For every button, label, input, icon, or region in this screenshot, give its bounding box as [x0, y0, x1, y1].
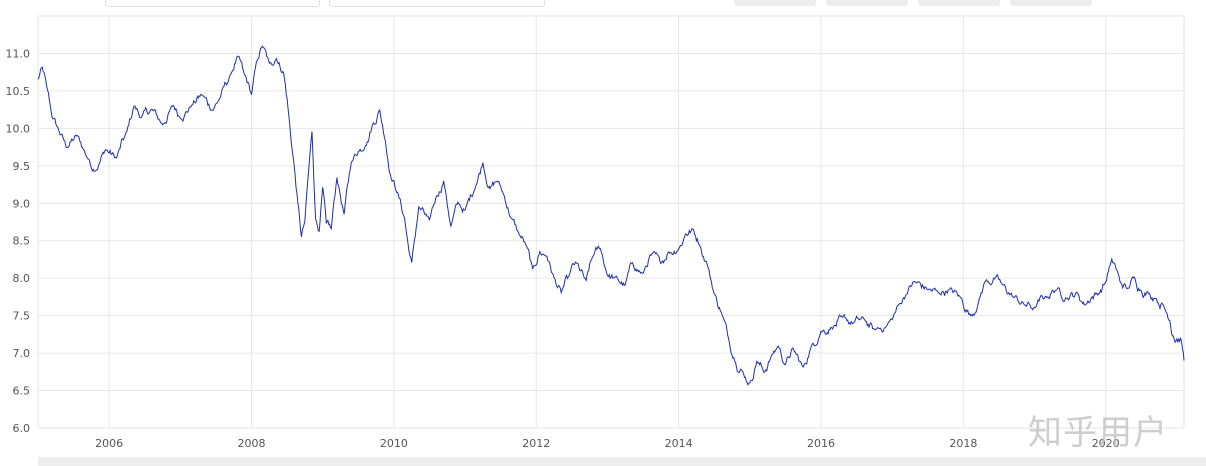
plot-frame	[37, 15, 1185, 429]
y-tick-label: 6.0	[13, 422, 31, 435]
y-tick-label: 11.0	[6, 47, 31, 60]
period-select[interactable]	[105, 0, 320, 7]
x-tick-label: 2020	[1092, 437, 1120, 450]
range-button-4[interactable]	[1010, 0, 1092, 6]
x-tick-label: 2016	[807, 437, 835, 450]
x-tick-label: 2014	[665, 437, 693, 450]
compare-select[interactable]	[329, 0, 545, 7]
range-button-1[interactable]	[734, 0, 816, 6]
x-tick-label: 2018	[949, 437, 977, 450]
y-tick-label: 10.5	[6, 85, 31, 98]
gridlines	[37, 15, 1185, 429]
y-tick-label: 8.5	[13, 235, 31, 248]
y-tick-label: 8.0	[13, 272, 31, 285]
y-tick-label: 7.5	[13, 310, 31, 323]
y-tick-label: 9.0	[13, 197, 31, 210]
x-tick-label: 2006	[95, 437, 123, 450]
y-tick-label: 6.5	[13, 385, 31, 398]
y-tick-label: 9.5	[13, 160, 31, 173]
axis-labels: 11.0 10.5 10.0 9.5 9.0 8.5 8.0 7.5 7.0 6.5 6.0 2006…	[6, 47, 1120, 450]
range-navigator[interactable]	[38, 457, 1206, 466]
x-tick-label: 2010	[380, 437, 408, 450]
x-tick-label: 2008	[238, 437, 266, 450]
x-tick-label: 2012	[522, 437, 550, 450]
range-button-2[interactable]	[826, 0, 908, 6]
y-tick-label: 10.0	[6, 122, 31, 135]
range-button-3[interactable]	[918, 0, 1000, 6]
price-series-line	[37, 45, 1185, 387]
watermark: 知乎用户	[1028, 413, 1168, 453]
y-tick-label: 7.0	[13, 347, 31, 360]
